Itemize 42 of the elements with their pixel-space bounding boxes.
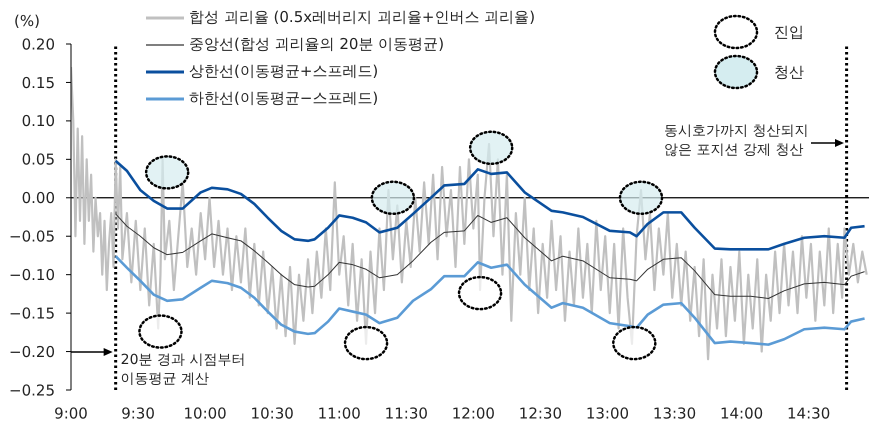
- y-tick-label: −0.25: [9, 381, 55, 400]
- x-tick-label: 13:00: [586, 404, 630, 423]
- point: [468, 130, 514, 166]
- y-axis-title: (%): [14, 12, 40, 30]
- point: [370, 180, 416, 216]
- x-tick-label: 14:00: [720, 404, 764, 423]
- legend-label: 상한선(이동평균+스프레드): [189, 62, 378, 81]
- x-tick-label: 11:00: [318, 404, 361, 423]
- x-tick-label: 9:30: [121, 404, 155, 423]
- x-tick-label: 11:30: [384, 404, 428, 423]
- x-tick-label: 10:00: [184, 404, 227, 423]
- point: [344, 326, 388, 360]
- line-series: [114, 254, 866, 346]
- legend-label: 청산: [774, 62, 804, 82]
- y-tick-label: 0.10: [22, 112, 55, 130]
- point: [612, 326, 657, 360]
- y-tick-label: 0.20: [22, 35, 55, 54]
- x-tick-label: 12:00: [452, 404, 495, 423]
- legend-label: 하한선(이동평균−스프레드): [189, 89, 378, 108]
- y-tick-label: −0.20: [9, 342, 55, 361]
- legend-label: 합성 괴리율 (0.5x레버리지 괴리율+인버스 괴리율): [189, 8, 536, 27]
- x-tick-label: 9:00: [54, 404, 88, 423]
- line-series: [114, 160, 866, 251]
- point: [458, 276, 502, 310]
- legend-label: 중앙선(합성 괴리율의 20분 이동평균): [189, 35, 444, 54]
- y-tick-label: −0.15: [9, 304, 55, 322]
- y-tick-label: 0.00: [22, 189, 55, 208]
- annotation: 동시호가까지 청산되지 않은 포지션 강제 청산: [664, 122, 809, 160]
- x-tick-label: 14:30: [787, 404, 830, 423]
- x-tick-label: 13:30: [652, 404, 696, 423]
- y-tick-label: 0.15: [22, 74, 55, 92]
- x-tick-label: 10:30: [250, 404, 294, 423]
- annotation: 20분 경과 시점부터 이동평균 계산: [120, 350, 246, 389]
- line-series: [115, 213, 866, 299]
- y-tick-label: −0.10: [9, 266, 55, 284]
- y-tick-label: −0.05: [9, 228, 55, 246]
- point: [618, 180, 664, 216]
- x-tick-label: 12:30: [518, 404, 562, 423]
- point: [138, 314, 183, 349]
- y-tick-label: 0.05: [22, 150, 55, 169]
- point: [144, 155, 190, 190]
- legend-label: 진입: [774, 22, 804, 42]
